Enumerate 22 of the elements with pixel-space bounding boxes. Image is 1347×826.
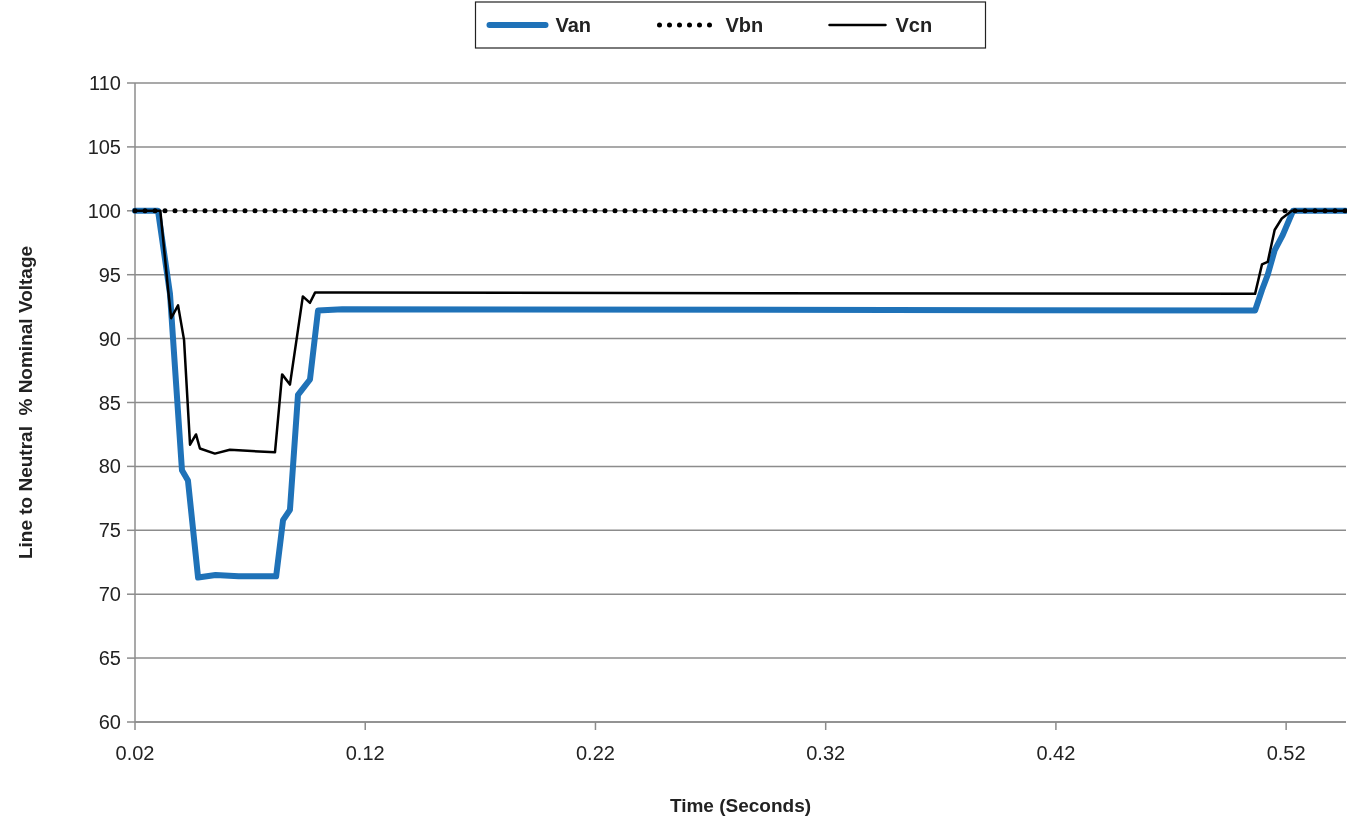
y-tick-label: 80: [98, 455, 121, 478]
x-axis-title: Time (Seconds): [669, 795, 812, 816]
y-tick-label: 85: [98, 391, 121, 414]
y-axis-title: Line to Neutral % Nominal Voltage: [15, 245, 36, 560]
y-tick-label: 105: [87, 135, 121, 158]
y-tick-label: 95: [98, 263, 121, 286]
x-tick-label: 0.02: [115, 742, 155, 764]
x-tick-label: 0.32: [806, 742, 846, 764]
y-tick-label: 100: [87, 199, 121, 222]
y-tick-label: 75: [98, 519, 121, 542]
legend-label: Vbn: [725, 14, 764, 36]
y-tick-label: 65: [98, 647, 121, 670]
y-tick-label: 60: [98, 711, 121, 733]
legend-label: Van: [555, 14, 592, 36]
y-tick-label: 110: [89, 72, 121, 94]
legend-label: Vcn: [895, 14, 933, 36]
x-tick-label: 0.12: [345, 742, 385, 764]
x-tick-label: 0.22: [575, 742, 615, 764]
y-tick-label: 70: [98, 583, 121, 606]
y-tick-label: 90: [98, 327, 121, 350]
x-tick-label: 0.52: [1266, 742, 1306, 764]
x-tick-label: 0.42: [1036, 742, 1076, 764]
